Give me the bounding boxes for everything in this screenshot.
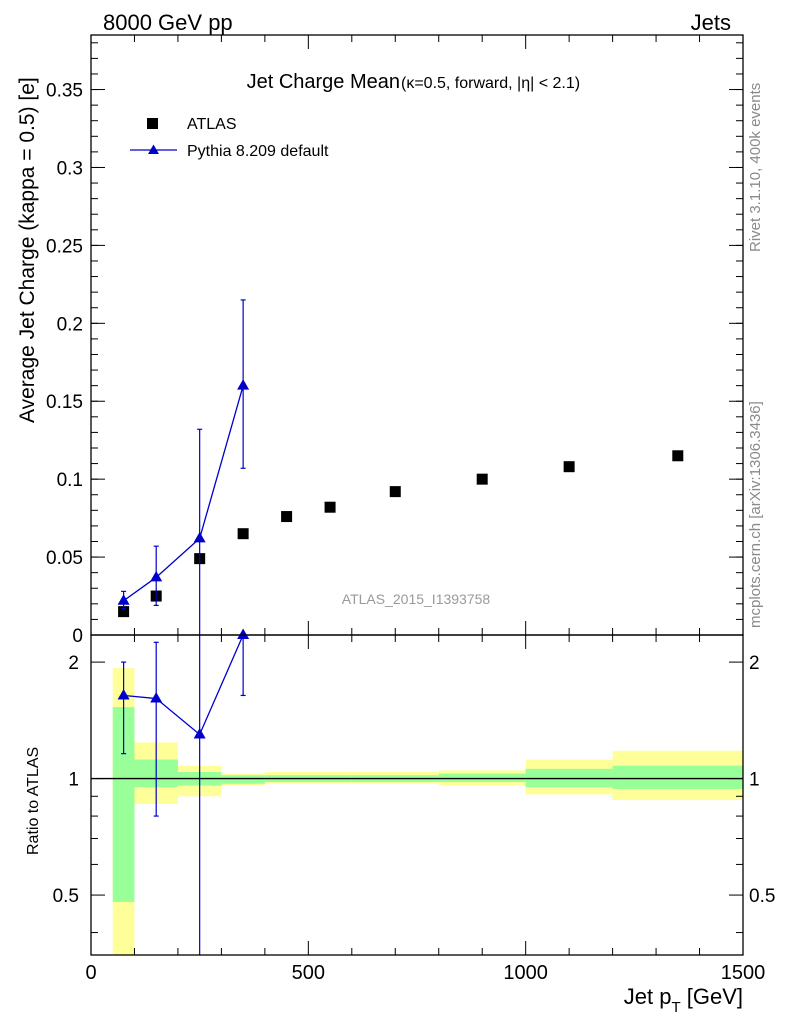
legend-atlas-label: ATLAS [187, 116, 237, 133]
ratio-y-tick-label: 2 [68, 653, 79, 674]
atlas-point [281, 511, 293, 523]
y-tick-label: 0.2 [57, 314, 83, 335]
ratio-y-tick-label: 1 [68, 770, 79, 791]
atlas-point [237, 528, 249, 540]
rivet-label: Rivet 3.1.10, 400k events [747, 83, 764, 252]
ratio-pythia-point [237, 628, 250, 639]
x-axis-label-unit: [GeV] [681, 984, 743, 1009]
pythia-point [193, 531, 206, 543]
inner-band [112, 707, 135, 902]
atlas-point [672, 450, 684, 462]
y-tick-label: 0.05 [46, 548, 83, 569]
atlas-point [563, 461, 575, 473]
atlas-point [476, 473, 488, 485]
x-axis-label-subscript: T [671, 999, 680, 1016]
ratio-y-tick-label: 0.5 [53, 886, 79, 907]
x-tick-label: 0 [85, 962, 96, 984]
ratio-y-tick-label-right: 2 [749, 653, 760, 674]
ratio-frame [90, 634, 744, 956]
legend-pythia-label: Pythia 8.209 default [187, 143, 329, 160]
analysis-watermark: ATLAS_2015_I1393758 [342, 591, 491, 607]
x-tick-label: 500 [292, 962, 325, 984]
pythia-point [117, 594, 130, 605]
ratio-panel: 0 500 1000 1500 0.5 0.5 1 1 2 2 Ratio to ATLAS Je… [25, 628, 775, 1016]
x-axis-label-main: Jet p [624, 984, 672, 1009]
ratio-pythia-point [150, 692, 163, 703]
inner-band [221, 775, 265, 784]
ratio-data-layer [91, 628, 743, 955]
x-tick-label: 1500 [721, 962, 766, 984]
main-panel: 0 0.05 0.1 0.15 0.2 0.25 0.3 0.35 Jet Charge Me… [16, 34, 744, 647]
y-tick-label: 0.1 [57, 470, 83, 491]
main-ticks: 0 0.05 0.1 0.15 0.2 0.25 0.3 0.35 [46, 35, 744, 647]
ratio-ticks: 0 500 1000 1500 0.5 0.5 1 1 2 2 [53, 635, 775, 984]
chart-title: Jet Charge Mean [247, 71, 400, 93]
legend-pythia-marker [148, 144, 159, 154]
ratio-pythia-line [123, 634, 244, 736]
ratio-pythia-point [117, 688, 130, 700]
ratio-y-tick-label-right: 0.5 [749, 886, 775, 907]
x-axis-label: Jet pT [GeV] [624, 984, 743, 1016]
inner-band [612, 765, 743, 789]
ratio-y-axis-label: Ratio to ATLAS [25, 747, 42, 855]
y-tick-label: 0.15 [46, 392, 83, 413]
pythia-point [150, 570, 163, 582]
y-tick-label: 0.35 [46, 81, 83, 102]
y-tick-label: 0.3 [57, 158, 83, 179]
x-tick-label: 1000 [503, 962, 548, 984]
main-y-axis-label: Average Jet Charge (kappa = 0.5) [e] [16, 77, 39, 423]
ratio-y-tick-label-right: 1 [749, 770, 760, 791]
inner-band [438, 773, 526, 782]
mcplots-label: mcplots.cern.ch [arXiv:1306.3436] [747, 401, 764, 628]
y-tick-label: 0.25 [46, 236, 83, 257]
atlas-point [389, 486, 401, 498]
header-right: Jets [691, 10, 731, 35]
atlas-point [118, 606, 130, 618]
chart-title-detail: (κ=0.5, forward, |η| < 2.1) [401, 75, 580, 92]
pythia-point [237, 379, 250, 390]
legend-atlas-marker [147, 118, 158, 129]
header-left: 8000 GeV pp [103, 10, 233, 35]
ratio-pythia-point [193, 727, 206, 739]
y-tick-label: 0 [72, 626, 83, 647]
main-data-layer [117, 299, 684, 635]
atlas-point [324, 501, 336, 513]
pythia-line [123, 385, 244, 602]
legend: ATLAS Pythia 8.209 default [130, 116, 329, 160]
